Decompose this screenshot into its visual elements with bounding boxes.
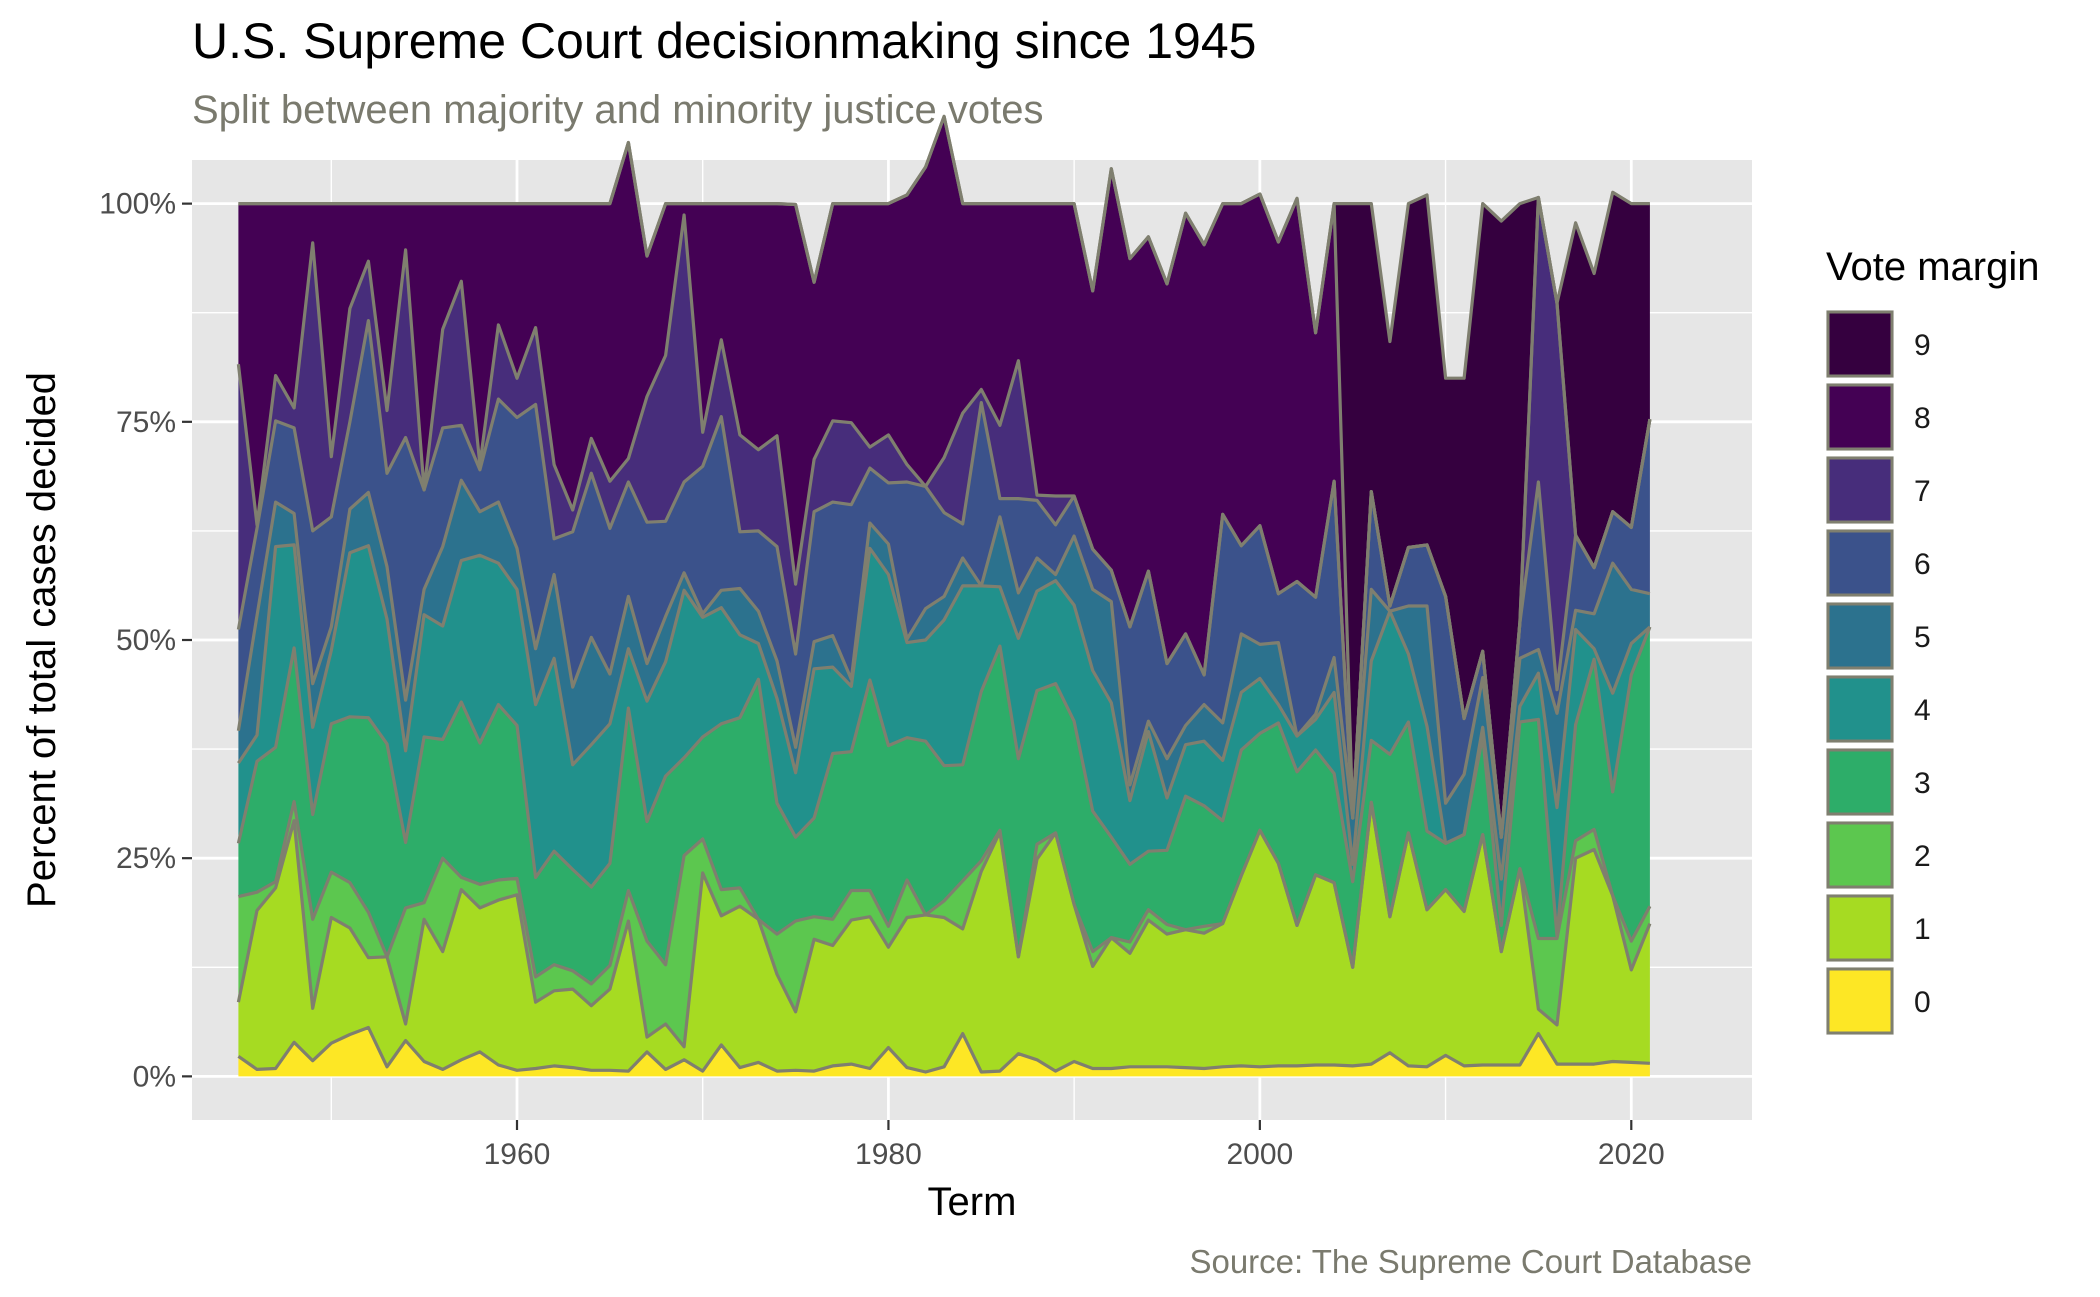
legend-swatch-6 xyxy=(1826,529,1894,597)
y-tick-label: 50% xyxy=(116,624,176,657)
y-tick-label: 0% xyxy=(133,1060,176,1093)
legend-label-2: 2 xyxy=(1914,840,1931,873)
y-tick-label: 100% xyxy=(99,188,176,221)
outline-vote-margin-3 xyxy=(236,626,1652,938)
outline-vote-margin-2 xyxy=(238,799,1652,986)
legend-swatch-7 xyxy=(1826,456,1894,524)
legend-label-0: 0 xyxy=(1914,986,1931,1019)
chart-subtitle: Split between majority and minority just… xyxy=(192,88,1043,132)
outline-vote-margin-0 xyxy=(237,1025,1650,1074)
legend-swatch-8 xyxy=(1826,383,1894,451)
legend-title: Vote margin xyxy=(1826,245,2039,289)
y-axis: 0% 25% 50% 75% 100% xyxy=(99,188,192,1093)
legend-label-4: 4 xyxy=(1914,694,1931,727)
x-tick-label: 1980 xyxy=(855,1138,922,1171)
area-vote-margin-4 xyxy=(238,544,1650,936)
area-outlines xyxy=(236,114,1652,1074)
y-tick-label: 75% xyxy=(116,406,176,439)
legend-swatch-9 xyxy=(1826,310,1894,378)
legend-swatch-0 xyxy=(1826,967,1894,1035)
legend-swatch-3 xyxy=(1826,748,1894,816)
area-vote-margin-3 xyxy=(238,626,1650,984)
area-vote-margin-5 xyxy=(238,480,1650,880)
legend-swatch-1 xyxy=(1826,894,1894,962)
legend-label-1: 1 xyxy=(1914,913,1931,946)
x-tick-label: 2000 xyxy=(1226,1138,1293,1171)
outline-vote-margin-4 xyxy=(237,543,1651,881)
chart-caption: Source: The Supreme Court Database xyxy=(1189,1243,1752,1280)
legend-label-5: 5 xyxy=(1914,621,1931,654)
legend-label-8: 8 xyxy=(1914,402,1931,435)
y-axis-title: Percent of total cases decided xyxy=(20,372,64,908)
legend-label-6: 6 xyxy=(1914,548,1931,581)
x-tick-label: 1960 xyxy=(484,1138,551,1171)
area-vote-margin-9 xyxy=(238,116,1650,838)
area-vote-margin-6 xyxy=(238,320,1650,838)
area-vote-margin-1 xyxy=(238,802,1650,1072)
area-vote-margin-8 xyxy=(238,116,1650,838)
legend-swatch-5 xyxy=(1826,602,1894,670)
outline-vote-margin-9 xyxy=(238,114,1650,380)
x-axis-title: Term xyxy=(928,1180,1017,1224)
legend-swatch-4 xyxy=(1826,675,1894,743)
chart-title: U.S. Supreme Court decisionmaking since … xyxy=(192,13,1256,69)
legend-swatch-2 xyxy=(1826,821,1894,889)
x-axis: 1960 1980 2000 2020 xyxy=(484,1120,1665,1171)
x-tick-label: 2020 xyxy=(1598,1138,1665,1171)
area-vote-margin-0 xyxy=(238,1027,1650,1077)
legend-label-3: 3 xyxy=(1914,767,1931,800)
legend-label-7: 7 xyxy=(1914,475,1931,508)
y-tick-label: 25% xyxy=(116,842,176,875)
outline-vote-margin-5 xyxy=(236,478,1651,839)
legend: 9 8 7 6 5 4 3 2 1 0 xyxy=(1826,310,1931,1035)
legend-label-9: 9 xyxy=(1914,329,1931,362)
